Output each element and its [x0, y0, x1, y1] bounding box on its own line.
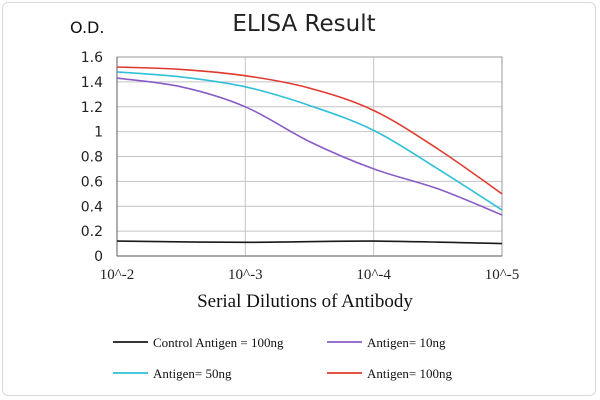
y-tick-label: 1.4 — [81, 75, 103, 91]
y-tick-label: 1.2 — [81, 100, 103, 116]
series-line — [116, 77, 503, 216]
x-tick-label: 10^-2 — [100, 267, 135, 283]
y-tick-label: 0.4 — [81, 199, 103, 215]
series-line — [116, 66, 503, 195]
legend-label: Control Antigen = 100ng — [153, 335, 284, 350]
grid-layer — [117, 56, 502, 256]
series-line — [116, 240, 503, 245]
y-tick-label: 0.8 — [81, 150, 103, 166]
legend: Control Antigen = 100ng Antigen= 10ng Anti… — [113, 335, 452, 381]
legend-label: Antigen= 10ng — [367, 335, 446, 350]
y-tick-label: 0 — [94, 249, 103, 265]
x-tick-labels: 10^-2 10^-3 10^-4 10^-5 — [100, 267, 520, 283]
legend-label: Antigen= 50ng — [153, 366, 232, 381]
chart-frame — [2, 2, 596, 396]
series-layer — [116, 66, 503, 245]
y-tick-label: 0.6 — [81, 174, 103, 190]
legend-label: Antigen= 100ng — [367, 366, 452, 381]
x-tick-label: 10^-5 — [485, 267, 520, 283]
chart-title: ELISA Result — [232, 11, 375, 37]
x-axis-label: Serial Dilutions of Antibody — [197, 291, 413, 312]
y-tick-label: 0.2 — [81, 224, 103, 240]
x-tick-label: 10^-4 — [356, 267, 391, 283]
y-axis-label: O.D. — [70, 18, 104, 37]
y-tick-label: 1 — [94, 125, 103, 141]
y-tick-labels: 0 0.2 0.4 0.6 0.8 1 1.2 1.4 1.6 — [81, 50, 103, 265]
axis-layer — [116, 56, 503, 257]
y-tick-label: 1.6 — [81, 50, 103, 66]
series-line — [116, 71, 503, 211]
x-tick-label: 10^-3 — [228, 267, 263, 283]
